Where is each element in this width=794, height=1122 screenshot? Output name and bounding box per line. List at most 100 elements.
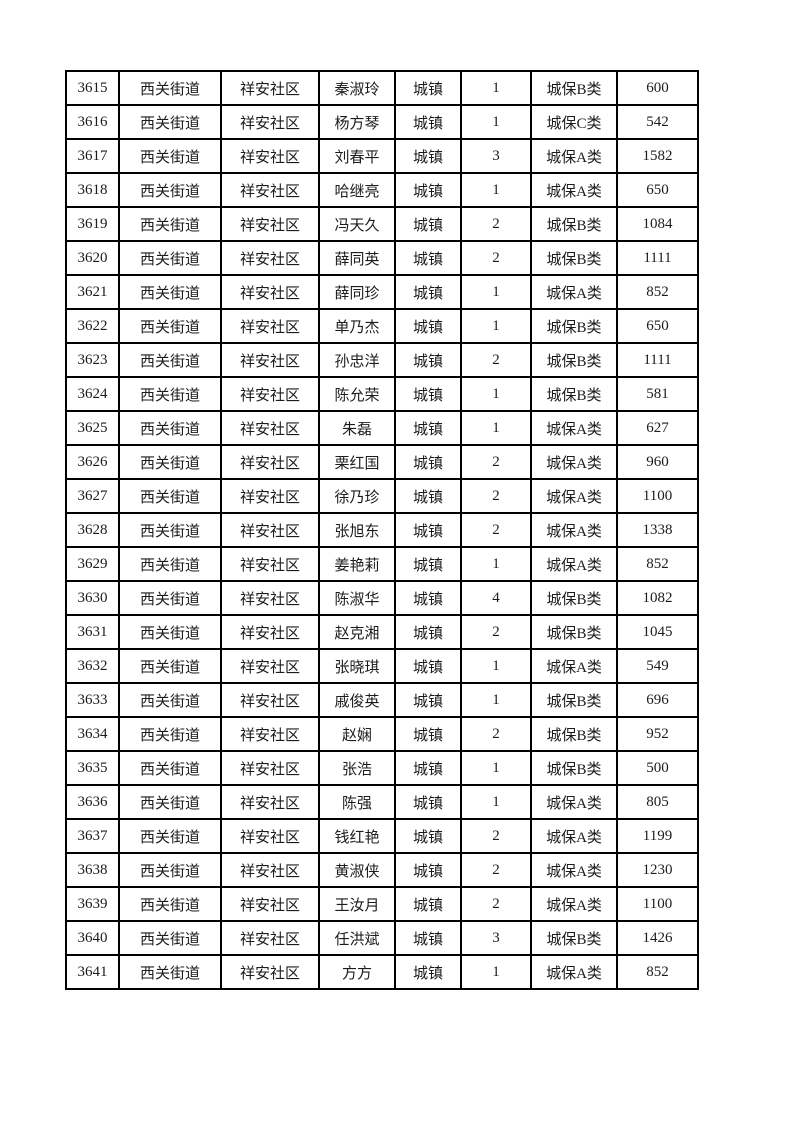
insurance-category-cell: 城保B类 (530, 614, 618, 650)
street-cell: 西关街道 (118, 274, 222, 310)
person-name-cell: 陈允荣 (318, 376, 396, 412)
amount-cell: 1230 (616, 852, 699, 888)
table-row: 3616 西关街道 祥安社区 杨方琴 城镇 1 城保C类 542 (65, 104, 699, 140)
street-cell: 西关街道 (118, 682, 222, 718)
street-cell: 西关街道 (118, 818, 222, 854)
table-row: 3618 西关街道 祥安社区 哈继亮 城镇 1 城保A类 650 (65, 172, 699, 208)
table-row: 3627 西关街道 祥安社区 徐乃珍 城镇 2 城保A类 1100 (65, 478, 699, 514)
insurance-category-cell: 城保A类 (530, 648, 618, 684)
person-name-cell: 戚俊英 (318, 682, 396, 718)
street-cell: 西关街道 (118, 954, 222, 990)
residence-type-cell: 城镇 (394, 614, 462, 650)
insurance-category-cell: 城保A类 (530, 478, 618, 514)
row-id-cell: 3636 (65, 784, 120, 820)
person-name-cell: 张旭东 (318, 512, 396, 548)
amount-cell: 960 (616, 444, 699, 480)
insurance-category-cell: 城保A类 (530, 172, 618, 208)
row-id-cell: 3625 (65, 410, 120, 446)
insurance-category-cell: 城保B类 (530, 70, 618, 106)
table-row: 3628 西关街道 祥安社区 张旭东 城镇 2 城保A类 1338 (65, 512, 699, 548)
table-row: 3634 西关街道 祥安社区 赵娴 城镇 2 城保B类 952 (65, 716, 699, 752)
amount-cell: 549 (616, 648, 699, 684)
insurance-category-cell: 城保C类 (530, 104, 618, 140)
table-row: 3622 西关街道 祥安社区 单乃杰 城镇 1 城保B类 650 (65, 308, 699, 344)
row-id-cell: 3634 (65, 716, 120, 752)
amount-cell: 852 (616, 546, 699, 582)
count-cell: 2 (460, 716, 532, 752)
person-name-cell: 姜艳莉 (318, 546, 396, 582)
row-id-cell: 3638 (65, 852, 120, 888)
person-name-cell: 冯天久 (318, 206, 396, 242)
records-table: 3615 西关街道 祥安社区 秦淑玲 城镇 1 城保B类 600 3616 西关街道 祥安社区 杨方琴… (65, 70, 699, 990)
residence-type-cell: 城镇 (394, 784, 462, 820)
community-cell: 祥安社区 (220, 716, 320, 752)
community-cell: 祥安社区 (220, 206, 320, 242)
table-row: 3620 西关街道 祥安社区 薛同英 城镇 2 城保B类 1111 (65, 240, 699, 276)
street-cell: 西关街道 (118, 172, 222, 208)
insurance-category-cell: 城保B类 (530, 342, 618, 378)
street-cell: 西关街道 (118, 648, 222, 684)
street-cell: 西关街道 (118, 920, 222, 956)
insurance-category-cell: 城保B类 (530, 716, 618, 752)
street-cell: 西关街道 (118, 886, 222, 922)
count-cell: 1 (460, 784, 532, 820)
residence-type-cell: 城镇 (394, 954, 462, 990)
count-cell: 2 (460, 818, 532, 854)
amount-cell: 852 (616, 954, 699, 990)
amount-cell: 1582 (616, 138, 699, 174)
community-cell: 祥安社区 (220, 580, 320, 616)
community-cell: 祥安社区 (220, 920, 320, 956)
person-name-cell: 陈淑华 (318, 580, 396, 616)
insurance-category-cell: 城保A类 (530, 818, 618, 854)
residence-type-cell: 城镇 (394, 70, 462, 106)
amount-cell: 696 (616, 682, 699, 718)
person-name-cell: 薛同珍 (318, 274, 396, 310)
street-cell: 西关街道 (118, 580, 222, 616)
street-cell: 西关街道 (118, 716, 222, 752)
insurance-category-cell: 城保B类 (530, 308, 618, 344)
count-cell: 1 (460, 546, 532, 582)
person-name-cell: 陈强 (318, 784, 396, 820)
insurance-category-cell: 城保A类 (530, 852, 618, 888)
count-cell: 2 (460, 852, 532, 888)
residence-type-cell: 城镇 (394, 308, 462, 344)
insurance-category-cell: 城保B类 (530, 920, 618, 956)
table-row: 3615 西关街道 祥安社区 秦淑玲 城镇 1 城保B类 600 (65, 70, 699, 106)
community-cell: 祥安社区 (220, 750, 320, 786)
residence-type-cell: 城镇 (394, 104, 462, 140)
community-cell: 祥安社区 (220, 240, 320, 276)
row-id-cell: 3641 (65, 954, 120, 990)
row-id-cell: 3640 (65, 920, 120, 956)
person-name-cell: 哈继亮 (318, 172, 396, 208)
table-row: 3623 西关街道 祥安社区 孙忠洋 城镇 2 城保B类 1111 (65, 342, 699, 378)
table-row: 3640 西关街道 祥安社区 任洪斌 城镇 3 城保B类 1426 (65, 920, 699, 956)
table-row: 3635 西关街道 祥安社区 张浩 城镇 1 城保B类 500 (65, 750, 699, 786)
community-cell: 祥安社区 (220, 954, 320, 990)
community-cell: 祥安社区 (220, 342, 320, 378)
insurance-category-cell: 城保A类 (530, 886, 618, 922)
insurance-category-cell: 城保A类 (530, 546, 618, 582)
street-cell: 西关街道 (118, 70, 222, 106)
residence-type-cell: 城镇 (394, 682, 462, 718)
residence-type-cell: 城镇 (394, 546, 462, 582)
table-row: 3636 西关街道 祥安社区 陈强 城镇 1 城保A类 805 (65, 784, 699, 820)
amount-cell: 500 (616, 750, 699, 786)
table-row: 3632 西关街道 祥安社区 张晓琪 城镇 1 城保A类 549 (65, 648, 699, 684)
count-cell: 3 (460, 138, 532, 174)
row-id-cell: 3615 (65, 70, 120, 106)
community-cell: 祥安社区 (220, 546, 320, 582)
table-row: 3641 西关街道 祥安社区 方方 城镇 1 城保A类 852 (65, 954, 699, 990)
insurance-category-cell: 城保A类 (530, 410, 618, 446)
street-cell: 西关街道 (118, 342, 222, 378)
count-cell: 2 (460, 206, 532, 242)
person-name-cell: 孙忠洋 (318, 342, 396, 378)
residence-type-cell: 城镇 (394, 886, 462, 922)
amount-cell: 1338 (616, 512, 699, 548)
community-cell: 祥安社区 (220, 274, 320, 310)
count-cell: 2 (460, 342, 532, 378)
community-cell: 祥安社区 (220, 818, 320, 854)
person-name-cell: 张浩 (318, 750, 396, 786)
count-cell: 1 (460, 70, 532, 106)
person-name-cell: 刘春平 (318, 138, 396, 174)
